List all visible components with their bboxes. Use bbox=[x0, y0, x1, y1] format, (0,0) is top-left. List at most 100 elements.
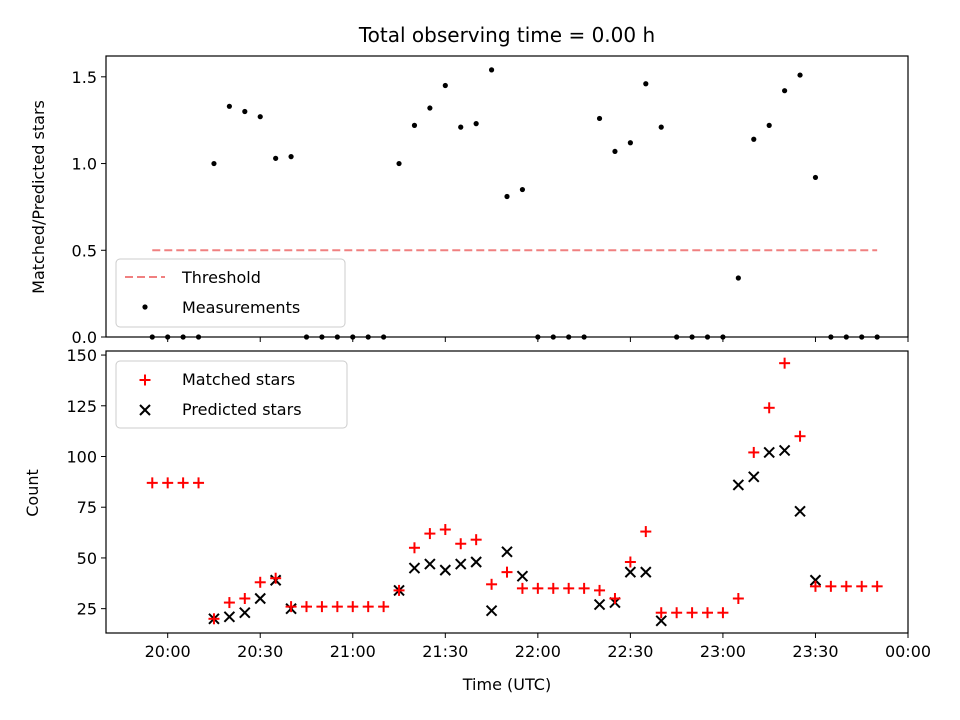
bottom-xtick-label: 00:00 bbox=[885, 642, 931, 661]
matched-point bbox=[702, 607, 713, 619]
matched-point bbox=[393, 584, 405, 596]
matched-point bbox=[146, 477, 158, 489]
bottom-xtick-label: 22:00 bbox=[515, 642, 561, 661]
matched-point bbox=[840, 580, 852, 592]
measurement-point bbox=[782, 88, 788, 94]
matched-point bbox=[316, 601, 328, 613]
measurement-point bbox=[627, 140, 633, 146]
matched-point bbox=[779, 357, 791, 369]
matched-point bbox=[439, 524, 451, 536]
predicted-point bbox=[408, 562, 421, 574]
top-legend: Threshold Measurements bbox=[115, 258, 346, 328]
bottom-legend: Matched stars Predicted stars bbox=[115, 360, 348, 429]
matched-point bbox=[455, 538, 467, 550]
measurement-point bbox=[812, 174, 819, 181]
predicted-point bbox=[732, 479, 745, 491]
bottom-ytick-label: 150 bbox=[66, 346, 97, 365]
bottom-xtick-label: 23:00 bbox=[700, 642, 746, 661]
measurement-point bbox=[766, 122, 772, 128]
measurement-point bbox=[488, 67, 495, 73]
bottom-ytick-label: 100 bbox=[66, 447, 97, 466]
measurement-point bbox=[396, 160, 402, 167]
predicted-point bbox=[424, 558, 436, 570]
measurement-point bbox=[751, 136, 757, 142]
matched-point bbox=[532, 582, 544, 594]
matched-point bbox=[177, 477, 189, 489]
predicted-point bbox=[223, 611, 236, 623]
measurement-point bbox=[288, 154, 294, 160]
matched-point bbox=[516, 582, 528, 594]
measurement-point bbox=[735, 275, 741, 281]
bottom-xtick-label: 20:30 bbox=[237, 642, 283, 661]
matched-point bbox=[655, 607, 667, 619]
matched-point bbox=[717, 607, 729, 619]
matched-point bbox=[362, 601, 374, 613]
matched-point bbox=[470, 534, 482, 546]
top-chart: Total observing time = 0.00 h Matched/Pr… bbox=[29, 23, 909, 347]
matched-point bbox=[239, 593, 251, 605]
matched-point bbox=[624, 556, 636, 568]
predicted-point bbox=[439, 564, 452, 576]
matched-point bbox=[501, 566, 513, 578]
predicted-point bbox=[640, 566, 652, 578]
matched-point bbox=[578, 582, 590, 594]
matched-legend-marker bbox=[139, 374, 151, 386]
matched-point bbox=[563, 582, 575, 594]
matched-point bbox=[378, 601, 390, 613]
predicted-point bbox=[455, 558, 467, 570]
predicted-point bbox=[655, 615, 667, 627]
predicted-point bbox=[763, 446, 775, 459]
measurement-point bbox=[273, 155, 279, 161]
predicted-point bbox=[470, 556, 482, 568]
top-legend-box bbox=[115, 258, 346, 328]
matched-point bbox=[331, 601, 343, 613]
measurement-point bbox=[504, 193, 510, 200]
measurement-point bbox=[458, 124, 464, 130]
bottom-ytick-label: 75 bbox=[77, 498, 97, 517]
measurements-legend-label: Measurements bbox=[182, 298, 300, 317]
top-chart-title: Total observing time = 0.00 h bbox=[358, 23, 655, 47]
bottom-chart-ticks: 25 50 75 100 125 150 20:00 20:30 21:00 21:30 22:00… bbox=[66, 346, 931, 661]
measurements-legend-marker bbox=[142, 304, 148, 310]
matched-point bbox=[794, 430, 806, 442]
matched-point bbox=[223, 597, 235, 609]
matched-legend-glyph bbox=[139, 374, 151, 386]
bottom-chart-frame bbox=[105, 350, 909, 634]
predicted-point bbox=[501, 546, 513, 558]
top-chart-frame bbox=[105, 55, 909, 338]
matched-point bbox=[825, 580, 837, 592]
threshold-legend-label: Threshold bbox=[181, 268, 261, 287]
bottom-xtick-label: 21:00 bbox=[330, 642, 376, 661]
measurement-point bbox=[411, 122, 418, 128]
bottom-chart-ylabel: Count bbox=[23, 469, 42, 517]
predicted-point bbox=[239, 607, 251, 619]
matched-point bbox=[162, 477, 174, 489]
matched-point bbox=[686, 607, 698, 619]
matched-point bbox=[809, 580, 821, 592]
bottom-ytick-label: 50 bbox=[77, 549, 97, 568]
matched-point bbox=[301, 601, 312, 613]
bottom-ytick-label: 125 bbox=[66, 397, 97, 416]
measurement-point bbox=[442, 82, 448, 89]
bottom-xtick-label: 21:30 bbox=[422, 642, 468, 661]
measurement-point bbox=[519, 186, 526, 193]
predicted-point bbox=[485, 604, 498, 617]
measurement-point bbox=[596, 115, 603, 122]
measurement-point bbox=[211, 160, 217, 167]
predicted-point bbox=[794, 505, 806, 517]
bottom-xtick-label: 20:00 bbox=[145, 642, 191, 661]
counts-points bbox=[146, 357, 883, 627]
matched-point bbox=[640, 526, 652, 538]
matched-legend-label: Matched stars bbox=[182, 370, 295, 389]
matched-point bbox=[193, 477, 205, 489]
measurement-point bbox=[427, 105, 433, 111]
measurement-point bbox=[658, 124, 664, 130]
measurement-point bbox=[257, 114, 263, 120]
measurement-point bbox=[242, 108, 248, 115]
bottom-chart-xlabel: Time (UTC) bbox=[462, 675, 551, 694]
matched-point bbox=[547, 582, 559, 594]
matched-point bbox=[208, 613, 220, 625]
predicted-point bbox=[254, 592, 266, 605]
matched-point bbox=[871, 580, 883, 592]
predicted-legend-marker bbox=[139, 404, 151, 416]
